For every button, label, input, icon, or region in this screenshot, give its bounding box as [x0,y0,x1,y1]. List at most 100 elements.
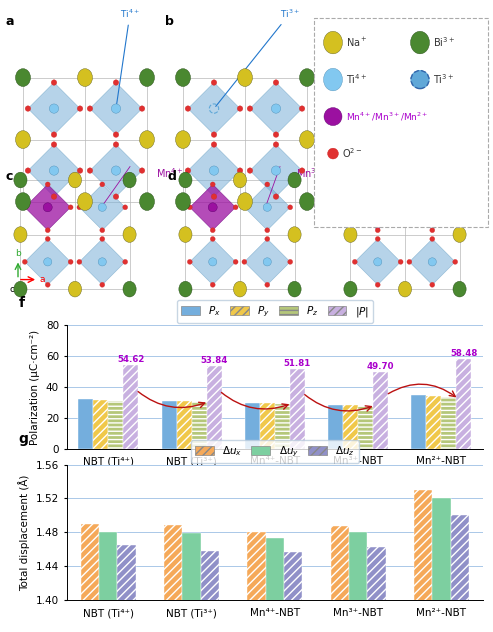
Ellipse shape [453,281,466,297]
Circle shape [374,258,382,266]
Bar [426,396,442,449]
Circle shape [273,194,279,200]
Polygon shape [355,185,401,230]
Polygon shape [245,185,290,230]
Bar [245,403,260,449]
Bar [164,525,182,632]
Ellipse shape [69,172,81,188]
Circle shape [113,194,119,200]
FancyBboxPatch shape [314,18,488,227]
Ellipse shape [398,281,412,297]
Circle shape [139,106,145,111]
Ellipse shape [300,69,315,87]
Bar [373,372,388,449]
Circle shape [100,283,105,287]
Circle shape [111,166,121,175]
Circle shape [77,259,82,264]
Circle shape [100,182,105,187]
Circle shape [233,205,238,210]
Circle shape [398,205,403,210]
Bar [328,405,343,449]
Ellipse shape [398,172,412,188]
Circle shape [430,182,435,187]
Text: g: g [19,432,29,446]
Ellipse shape [453,172,466,188]
Circle shape [98,258,106,266]
Circle shape [25,167,31,173]
Circle shape [210,166,219,175]
Bar [191,402,207,449]
Circle shape [139,167,145,173]
Circle shape [428,204,436,211]
Ellipse shape [344,227,357,243]
Bar [266,538,284,632]
Circle shape [211,142,217,147]
Polygon shape [409,185,455,230]
Bar [108,401,123,449]
Ellipse shape [453,227,466,243]
Circle shape [22,205,27,210]
Circle shape [68,259,73,264]
Circle shape [407,205,412,210]
Bar [176,401,192,449]
Circle shape [100,228,105,233]
Circle shape [22,259,27,264]
Text: c: c [6,169,13,183]
Circle shape [211,228,215,233]
Polygon shape [190,239,236,285]
Text: Ti$^{3+}$: Ti$^{3+}$ [433,73,455,87]
Circle shape [100,236,105,241]
Circle shape [324,107,342,126]
Ellipse shape [69,281,81,297]
Circle shape [375,182,380,187]
Bar [290,369,305,449]
Text: a: a [40,275,45,284]
Polygon shape [190,185,236,230]
Ellipse shape [15,131,31,149]
Ellipse shape [288,227,301,243]
Ellipse shape [14,172,27,188]
Polygon shape [188,83,240,135]
Circle shape [87,106,93,111]
Polygon shape [355,239,401,285]
Bar [284,552,302,632]
Ellipse shape [140,193,154,210]
Circle shape [288,259,293,264]
Ellipse shape [77,69,93,87]
Text: O$^{2-}$: O$^{2-}$ [343,147,363,161]
Ellipse shape [323,68,343,91]
Circle shape [265,283,270,287]
Circle shape [375,283,380,287]
Circle shape [208,203,217,212]
Circle shape [263,258,271,266]
Bar [260,403,275,449]
Polygon shape [79,239,125,285]
Circle shape [45,236,50,241]
Circle shape [111,104,121,113]
Text: d: d [168,169,177,183]
Circle shape [430,283,435,287]
Ellipse shape [233,172,246,188]
Circle shape [453,259,458,264]
Ellipse shape [77,193,93,210]
Circle shape [242,259,247,264]
Text: Mn$^{2+}$: Mn$^{2+}$ [457,167,484,180]
Ellipse shape [14,227,27,243]
Circle shape [211,182,215,187]
Circle shape [328,148,338,159]
Circle shape [49,166,59,175]
Text: b: b [15,248,21,258]
Text: a: a [6,15,14,28]
Polygon shape [90,145,142,197]
Circle shape [237,106,243,111]
Circle shape [187,259,192,264]
Bar [123,365,138,449]
Bar [331,526,349,632]
Circle shape [271,166,281,175]
Bar [78,399,93,449]
Circle shape [51,142,57,147]
Circle shape [265,182,270,187]
Polygon shape [250,83,302,135]
Ellipse shape [323,32,343,54]
Circle shape [352,205,357,210]
